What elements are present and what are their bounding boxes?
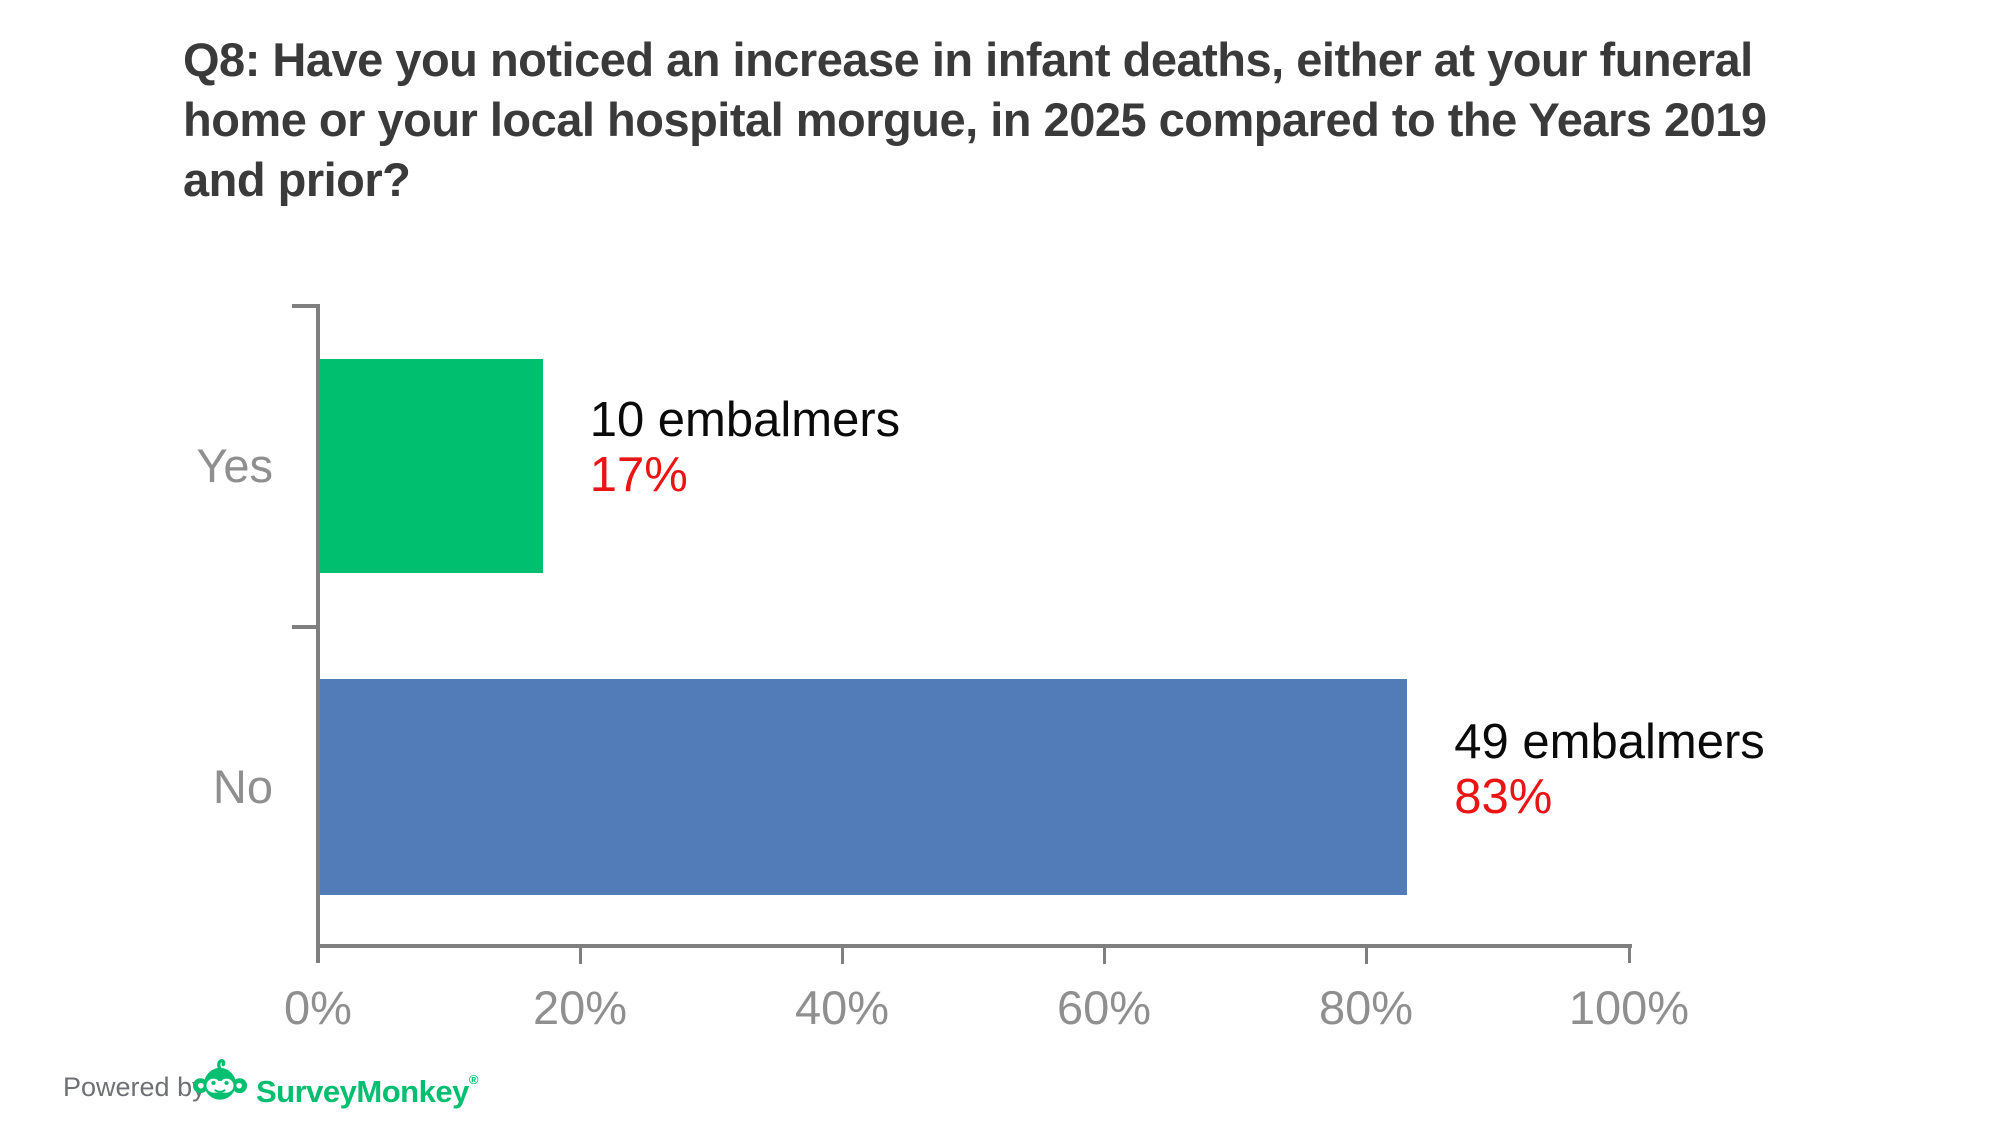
page-title-line-2: home or your local hospital morgue, in 2… — [183, 93, 1767, 146]
bar-yes — [320, 359, 543, 573]
x-axis-tick-20 — [579, 948, 582, 964]
x-axis-tick-40 — [841, 948, 844, 964]
bar-no — [320, 679, 1408, 895]
x-tick-label-60: 60% — [1056, 981, 1152, 1034]
page-title: Q8: Have you noticed an increase in infa… — [183, 30, 1767, 210]
percent-label-yes: 17% — [589, 448, 688, 502]
page-title-line-3: and prior? — [183, 153, 411, 206]
value-label-block-no: 49 embalmers 83% — [1454, 715, 1764, 825]
powered-by-label: Powered by — [63, 1072, 206, 1102]
surveymonkey-wordmark: SurveyMonkey® — [256, 1072, 479, 1109]
x-tick-label-80: 80% — [1318, 981, 1414, 1034]
x-axis-tick-60 — [1103, 948, 1106, 964]
surveymonkey-logo-icon — [192, 1056, 248, 1106]
x-axis-line — [316, 944, 1632, 948]
category-label-no: No — [212, 760, 273, 813]
y-axis-line — [316, 304, 320, 963]
x-tick-label-20: 20% — [532, 981, 628, 1034]
x-tick-label-100: 100% — [1568, 981, 1690, 1034]
x-axis-tick-80 — [1365, 948, 1368, 964]
x-tick-label-0: 0% — [284, 981, 352, 1034]
value-label-block-yes: 10 embalmers 17% — [590, 393, 900, 503]
x-axis-tick-100 — [1628, 944, 1631, 963]
percent-label-no: 83% — [1454, 770, 1553, 824]
x-tick-label-40: 40% — [794, 981, 890, 1034]
page-title-line-1: Q8: Have you noticed an increase in infa… — [183, 33, 1753, 86]
category-boundary-tick-top — [292, 304, 316, 308]
category-boundary-tick-middle — [292, 625, 316, 629]
count-label-no: 49 embalmers — [1454, 715, 1765, 769]
count-label-yes: 10 embalmers — [589, 393, 901, 447]
category-label-yes: Yes — [196, 439, 273, 492]
registered-trademark-icon: ® — [468, 1072, 479, 1087]
